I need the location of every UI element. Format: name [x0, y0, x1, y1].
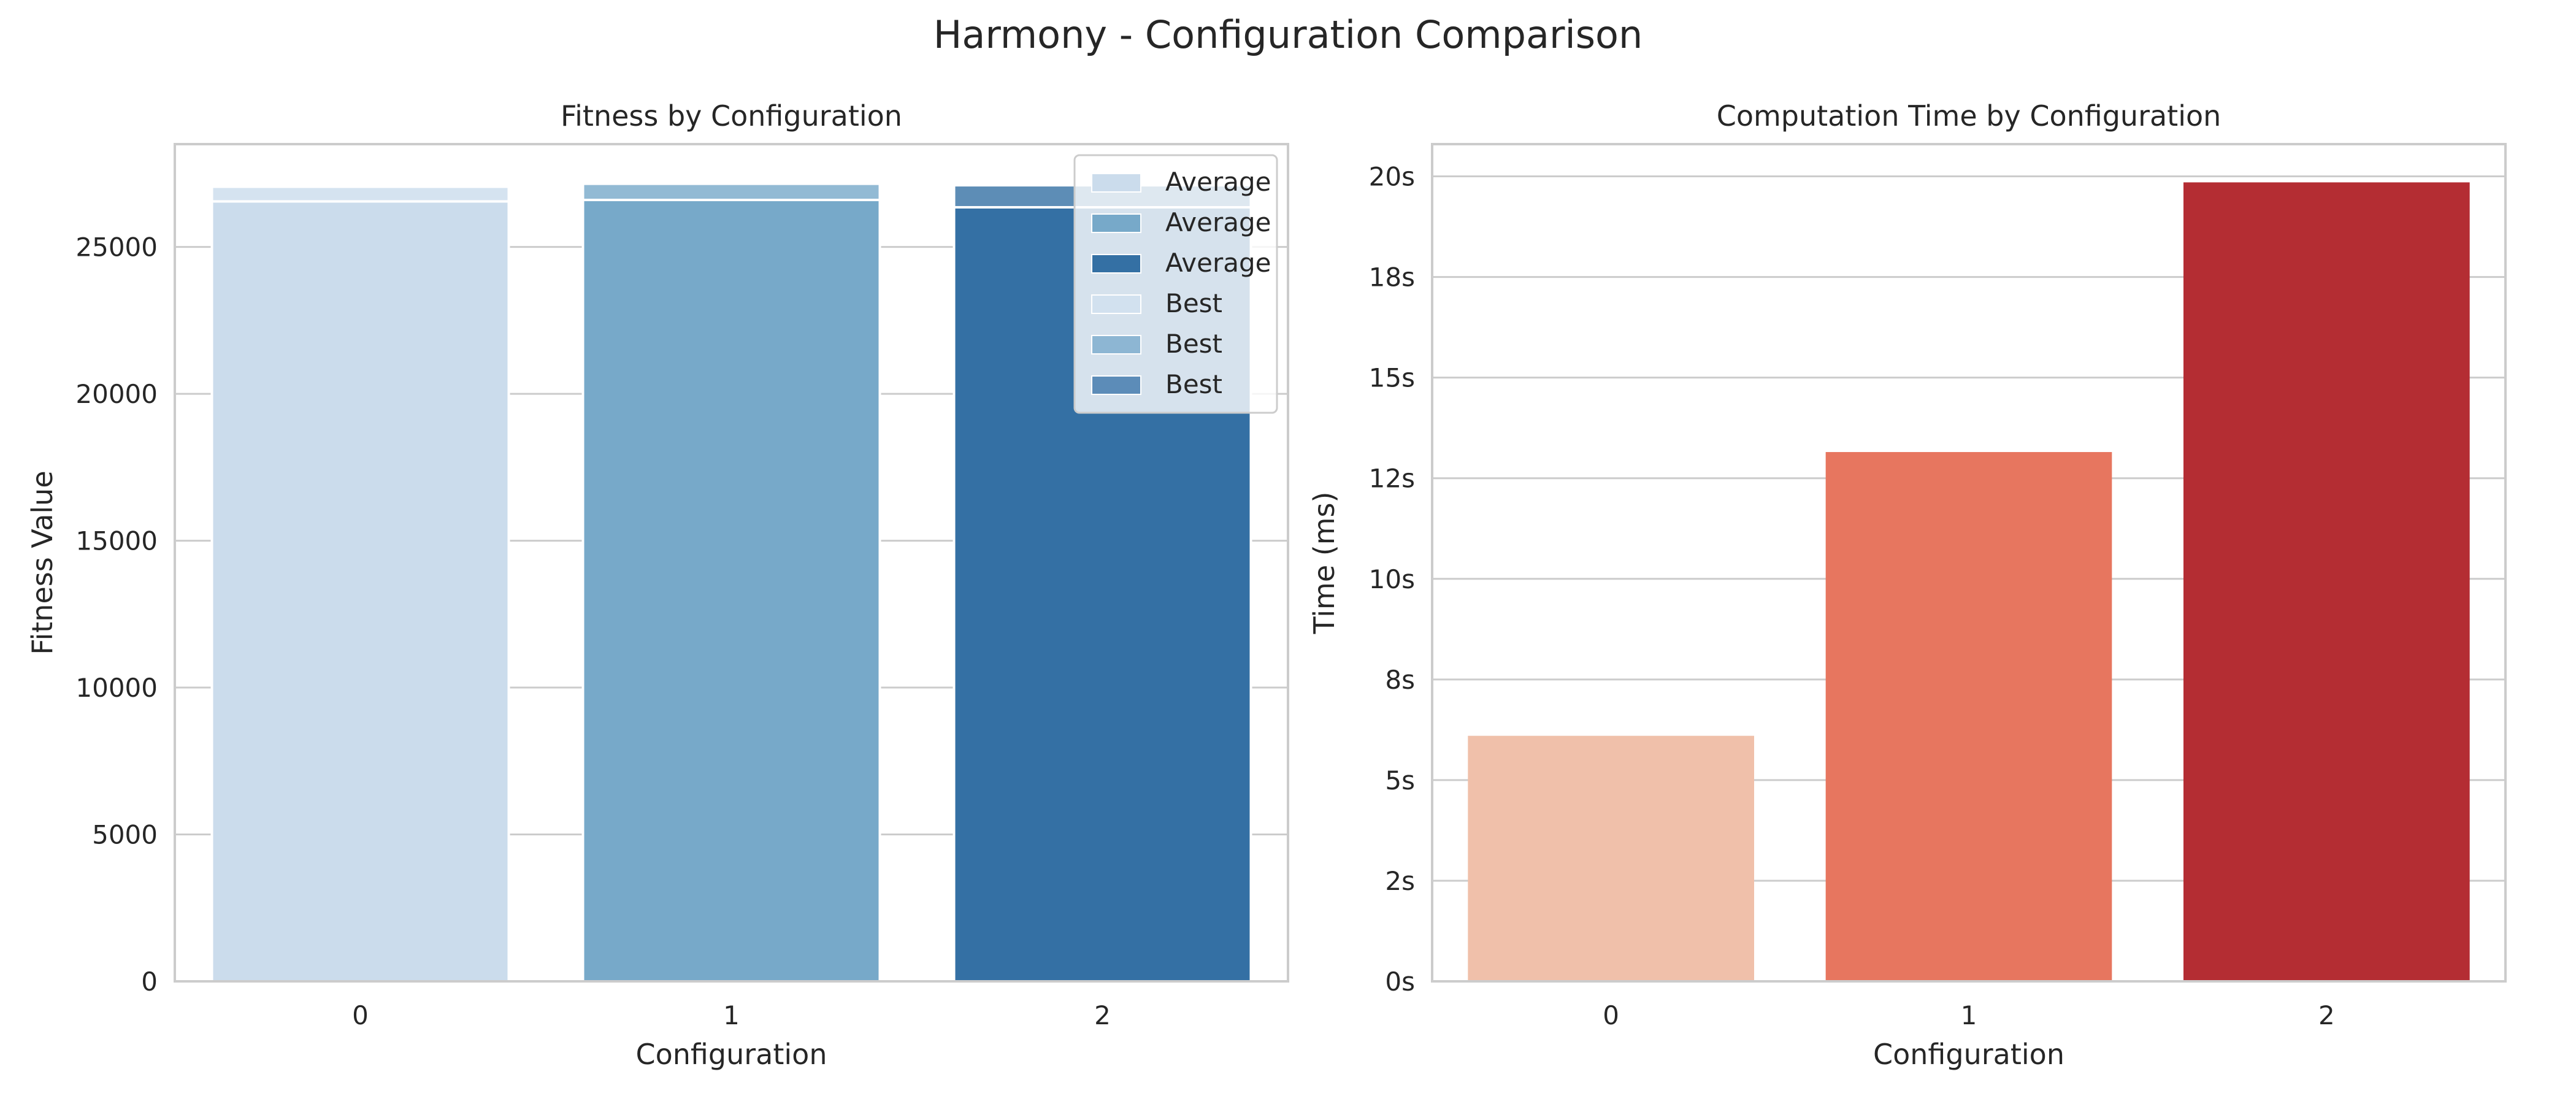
y-tick-label: 5s	[1385, 765, 1415, 795]
y-axis-label: Time (ms)	[1308, 492, 1341, 635]
axes-frame	[1431, 143, 2507, 983]
x-tick-label: 0	[1603, 1000, 1619, 1030]
bar-time-0	[1468, 735, 1754, 981]
y-tick-label: 0	[141, 967, 158, 997]
legend-swatch	[1091, 375, 1141, 395]
y-tick-label: 20000	[75, 379, 158, 409]
figure-suptitle: Harmony - Configuration Comparison	[933, 12, 1643, 57]
time-chart: 0s 2s 5s 8s 10s 12s 15s 18s 20s 0 1 2 Computation Ti…	[1308, 99, 2507, 1071]
x-tick-label: 2	[1094, 1000, 1111, 1030]
bar-time-2	[2183, 182, 2470, 981]
x-tick-label: 0	[352, 1000, 369, 1030]
chart-title: Fitness by Configuration	[561, 99, 902, 132]
legend-label: Best	[1165, 329, 1222, 359]
y-tick-label: 2s	[1385, 866, 1415, 896]
legend-swatch	[1091, 173, 1141, 193]
legend-swatch	[1091, 335, 1141, 355]
x-tick-label: 1	[1961, 1000, 1977, 1030]
x-axis-label: Configuration	[1873, 1038, 2064, 1071]
y-tick-label: 18s	[1369, 263, 1415, 293]
y-tick-label: 8s	[1385, 665, 1415, 695]
y-tick-label: 15000	[75, 526, 158, 556]
y-tick-label: 25000	[75, 232, 158, 263]
legend: Average Average Average Best Best Best	[1073, 154, 1278, 414]
y-tick-label: 0s	[1385, 967, 1415, 997]
bar-average-overlay-0	[210, 200, 510, 983]
legend-label: Average	[1165, 207, 1271, 237]
legend-swatch	[1091, 294, 1141, 314]
y-tick-label: 10s	[1369, 564, 1415, 594]
x-tick-label: 2	[2318, 1000, 2335, 1030]
fitness-chart: 0 5000 10000 15000 20000 25000 0 1 2 Fitness by C…	[26, 99, 1289, 1071]
x-axis-label: Configuration	[636, 1038, 827, 1071]
legend-label: Best	[1165, 288, 1222, 318]
y-axis-label: Fitness Value	[26, 470, 59, 654]
legend-swatch	[1091, 254, 1141, 274]
y-tick-label: 12s	[1369, 464, 1415, 494]
legend-label: Average	[1165, 167, 1271, 197]
y-tick-label: 5000	[92, 820, 158, 850]
chart-title: Computation Time by Configuration	[1717, 99, 2221, 132]
bar-average-overlay-1	[581, 199, 881, 983]
legend-swatch	[1091, 213, 1141, 233]
y-tick-label: 15s	[1369, 363, 1415, 393]
axes-frame	[174, 143, 1289, 983]
y-tick-label: 10000	[75, 673, 158, 703]
legend-label: Average	[1165, 248, 1271, 278]
x-tick-label: 1	[723, 1000, 740, 1030]
legend-label: Best	[1165, 369, 1222, 399]
bar-time-1	[1825, 452, 2112, 981]
y-tick-label: 20s	[1369, 162, 1415, 192]
